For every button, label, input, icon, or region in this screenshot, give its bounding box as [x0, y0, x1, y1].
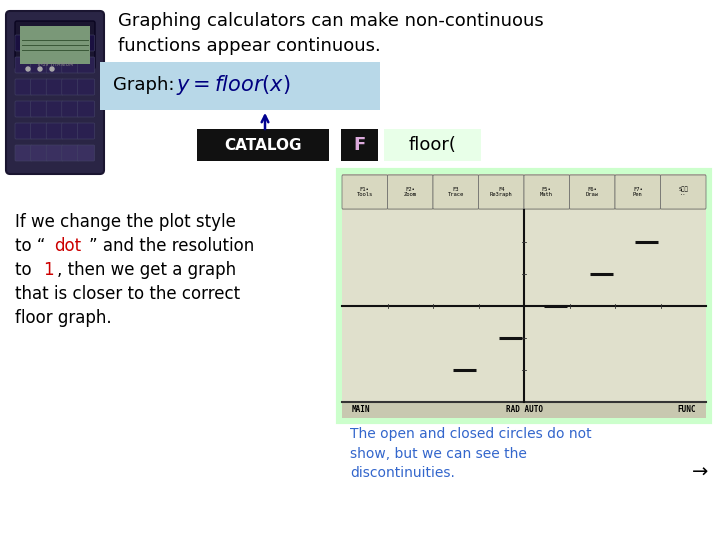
- FancyBboxPatch shape: [78, 145, 94, 161]
- FancyBboxPatch shape: [342, 402, 706, 418]
- FancyBboxPatch shape: [197, 129, 329, 161]
- FancyBboxPatch shape: [387, 175, 433, 209]
- Text: , then we get a graph: , then we get a graph: [57, 261, 236, 279]
- Text: Graphing calculators can make non-continuous
functions appear continuous.: Graphing calculators can make non-contin…: [118, 12, 544, 55]
- FancyBboxPatch shape: [342, 174, 706, 210]
- Text: that is closer to the correct: that is closer to the correct: [15, 285, 240, 303]
- FancyBboxPatch shape: [433, 175, 479, 209]
- Circle shape: [26, 67, 30, 71]
- FancyBboxPatch shape: [62, 57, 79, 73]
- Text: to: to: [15, 261, 37, 279]
- Text: dot: dot: [54, 237, 81, 255]
- Circle shape: [38, 67, 42, 71]
- FancyBboxPatch shape: [30, 145, 48, 161]
- FancyBboxPatch shape: [384, 129, 481, 161]
- FancyBboxPatch shape: [15, 21, 95, 69]
- Text: 1: 1: [43, 261, 54, 279]
- Text: F3
Trace: F3 Trace: [448, 187, 464, 197]
- Text: $y = \mathit{floor}(x)$: $y = \mathit{floor}(x)$: [176, 73, 291, 97]
- FancyBboxPatch shape: [6, 11, 104, 174]
- FancyBboxPatch shape: [15, 57, 32, 73]
- Text: Graph:: Graph:: [113, 76, 174, 94]
- FancyBboxPatch shape: [341, 129, 378, 161]
- Text: RAD AUTO: RAD AUTO: [505, 406, 542, 415]
- FancyBboxPatch shape: [46, 79, 63, 95]
- Text: floor graph.: floor graph.: [15, 309, 112, 327]
- Text: F: F: [354, 136, 366, 154]
- Circle shape: [50, 67, 54, 71]
- FancyBboxPatch shape: [479, 175, 524, 209]
- Text: F1•
Tools: F1• Tools: [356, 187, 373, 197]
- FancyBboxPatch shape: [15, 123, 32, 139]
- FancyBboxPatch shape: [73, 35, 94, 51]
- FancyBboxPatch shape: [30, 57, 48, 73]
- Text: If we change the plot style: If we change the plot style: [15, 213, 236, 231]
- FancyBboxPatch shape: [30, 123, 48, 139]
- Text: MAIN: MAIN: [352, 406, 371, 415]
- FancyBboxPatch shape: [78, 123, 94, 139]
- FancyBboxPatch shape: [46, 123, 63, 139]
- Text: floor(: floor(: [408, 136, 456, 154]
- Text: ” and the resolution: ” and the resolution: [89, 237, 254, 255]
- FancyBboxPatch shape: [62, 79, 79, 95]
- Text: F2•
Zoom: F2• Zoom: [404, 187, 417, 197]
- FancyBboxPatch shape: [100, 62, 380, 110]
- FancyBboxPatch shape: [46, 101, 63, 117]
- FancyBboxPatch shape: [20, 26, 90, 64]
- FancyBboxPatch shape: [15, 79, 32, 95]
- FancyBboxPatch shape: [342, 175, 387, 209]
- Text: F4
Re3raph: F4 Re3raph: [490, 187, 513, 197]
- FancyBboxPatch shape: [46, 145, 63, 161]
- FancyBboxPatch shape: [15, 35, 36, 51]
- FancyBboxPatch shape: [35, 35, 55, 51]
- FancyBboxPatch shape: [30, 101, 48, 117]
- FancyBboxPatch shape: [54, 35, 75, 51]
- Text: F7•
Pen: F7• Pen: [633, 187, 643, 197]
- FancyBboxPatch shape: [524, 175, 570, 209]
- Text: to “: to “: [15, 237, 45, 255]
- Text: F6•
Draw: F6• Draw: [586, 187, 599, 197]
- Text: →: →: [692, 462, 708, 482]
- Text: CATALOG: CATALOG: [224, 138, 302, 152]
- FancyBboxPatch shape: [660, 175, 706, 209]
- Text: FUNC: FUNC: [678, 406, 696, 415]
- FancyBboxPatch shape: [62, 101, 79, 117]
- FancyBboxPatch shape: [46, 57, 63, 73]
- FancyBboxPatch shape: [615, 175, 660, 209]
- FancyBboxPatch shape: [342, 174, 706, 418]
- FancyBboxPatch shape: [15, 145, 32, 161]
- FancyBboxPatch shape: [78, 79, 94, 95]
- FancyBboxPatch shape: [30, 79, 48, 95]
- FancyBboxPatch shape: [78, 57, 94, 73]
- FancyBboxPatch shape: [338, 170, 710, 422]
- Text: F5•
Math: F5• Math: [540, 187, 553, 197]
- FancyBboxPatch shape: [78, 101, 94, 117]
- FancyBboxPatch shape: [570, 175, 615, 209]
- FancyBboxPatch shape: [15, 101, 32, 117]
- Text: S：：
··: S：： ··: [678, 186, 688, 198]
- FancyBboxPatch shape: [62, 123, 79, 139]
- Text: The open and closed circles do not
show, but we can see the
discontinuities.: The open and closed circles do not show,…: [350, 427, 592, 480]
- Text: TI-89 TITANIUM: TI-89 TITANIUM: [36, 62, 73, 67]
- FancyBboxPatch shape: [62, 145, 79, 161]
